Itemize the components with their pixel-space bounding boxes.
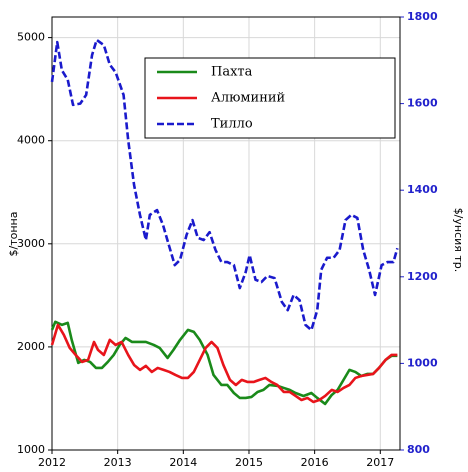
y2-axis-label: $/унсия тр. xyxy=(452,208,465,273)
series-line xyxy=(50,323,398,404)
x-tick-label: 2012 xyxy=(38,456,66,469)
x-tick-label: 2015 xyxy=(235,456,263,469)
y-tick-label: 3000 xyxy=(17,237,45,250)
y2-tick-label: 1400 xyxy=(407,183,438,196)
x-tick-label: 2016 xyxy=(301,456,329,469)
y2-tick-label: 1000 xyxy=(407,356,438,369)
y-tick-label: 2000 xyxy=(17,340,45,353)
x-tick-label: 2017 xyxy=(366,456,394,469)
legend-label: Тилло xyxy=(211,117,253,132)
y2-tick-label: 1200 xyxy=(407,270,438,283)
x-tick-label: 2013 xyxy=(104,456,132,469)
y2-tick-label: 800 xyxy=(407,443,430,456)
y-tick-label: 5000 xyxy=(17,31,45,44)
series-line xyxy=(50,38,399,332)
y-tick-label: 4000 xyxy=(17,134,45,147)
y-axis-label: $/тонна xyxy=(7,212,20,257)
y2-tick-label: 1600 xyxy=(407,97,438,110)
legend-label: Пахта xyxy=(211,65,253,80)
series-line xyxy=(50,320,398,406)
legend-label: Алюминий xyxy=(211,91,285,106)
x-tick-label: 2014 xyxy=(169,456,197,469)
y2-tick-label: 1800 xyxy=(407,10,438,23)
plot-frame xyxy=(51,16,401,451)
y-tick-label: 1000 xyxy=(17,443,45,456)
